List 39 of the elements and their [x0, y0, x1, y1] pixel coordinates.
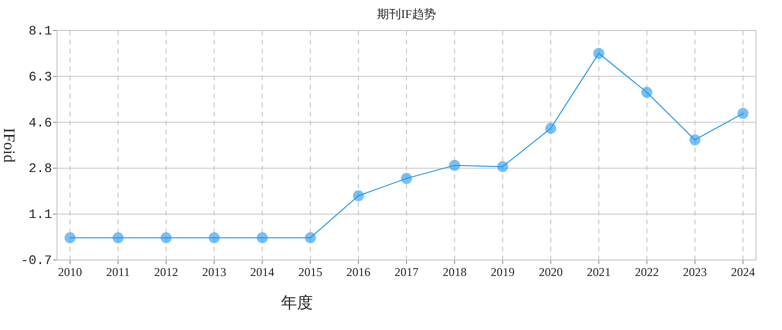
- point: [593, 48, 604, 59]
- x-tick-label: 2013: [202, 265, 226, 279]
- y-tick-label: 2.8: [28, 161, 52, 176]
- x-tick-label: 2016: [346, 265, 370, 279]
- x-tick-label: 2014: [250, 265, 274, 279]
- y-tick-label: -0.7: [20, 253, 52, 268]
- y-tick-label: 8.1: [28, 24, 52, 38]
- point: [641, 86, 652, 98]
- x-tick-label: 2011: [106, 265, 130, 279]
- point: [449, 160, 460, 171]
- point: [738, 108, 748, 119]
- x-axis-title: 年度: [281, 294, 313, 312]
- x-tick-label: 2018: [442, 265, 467, 279]
- x-tick-label: 2012: [154, 265, 178, 279]
- x-tick-label: 2019: [490, 265, 515, 279]
- x-tick-label: 2024: [731, 265, 755, 279]
- y-tick-label: 6.3: [28, 69, 52, 84]
- point: [112, 232, 124, 244]
- x-tick-label: 2021: [586, 265, 611, 279]
- point: [256, 232, 268, 244]
- x-tick-label: 2010: [58, 265, 82, 279]
- chart-title: 期刊IF趋势: [377, 7, 436, 21]
- point: [160, 232, 172, 244]
- point: [304, 232, 316, 244]
- x-tick-label: 2020: [538, 265, 563, 279]
- y-tick-label: 4.6: [28, 115, 52, 130]
- point: [352, 190, 364, 202]
- point: [208, 232, 220, 244]
- x-tick-label: 2023: [682, 265, 707, 279]
- point: [689, 134, 700, 146]
- point: [545, 122, 556, 134]
- x-tick-label: 2015: [298, 265, 322, 279]
- point: [401, 172, 412, 184]
- x-tick-label: 2022: [634, 265, 659, 279]
- y-axis-title: IFoid: [0, 128, 17, 163]
- point: [64, 232, 76, 244]
- point: [497, 161, 508, 172]
- x-tick-label: 2017: [394, 265, 418, 279]
- y-tick-label: 1.1: [28, 207, 52, 222]
